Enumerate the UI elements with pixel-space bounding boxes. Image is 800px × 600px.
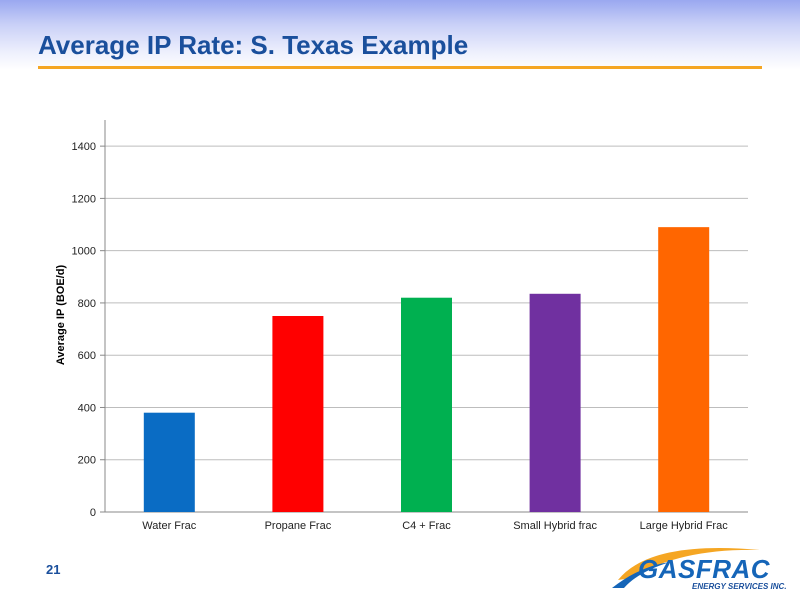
title-underline [38,66,762,69]
x-tick-label: Propane Frac [265,520,332,532]
logo-tagline: ENERGY SERVICES INC. [692,582,787,591]
y-tick-label: 200 [78,455,96,467]
page-number: 21 [46,562,61,577]
slide-title: Average IP Rate: S. Texas Example [38,30,469,60]
bars [143,227,710,512]
bar-propane-frac [272,316,324,512]
y-axis-label: Average IP (BOE/d) [55,265,67,366]
y-tick-label: 1200 [72,193,96,205]
tick-labels: 0 200 400 600 800 1000 1200 1400 Water Frac Propa… [72,141,729,532]
title-background [0,0,800,70]
x-tick-label: Large Hybrid Frac [640,520,729,532]
y-tick-label: 1400 [72,141,96,153]
swoosh-icon [612,548,760,588]
bar-small-hybrid-frac [529,293,581,512]
gasfrac-logo: GASFRAC ENERGY SERVICES INC. [610,544,792,596]
logo-wordmark: GASFRAC [638,554,771,584]
x-tick-label: Small Hybrid frac [513,520,597,532]
y-tick-label: 0 [90,507,96,519]
y-tick-label: 600 [78,350,96,362]
y-tick-label: 400 [78,402,96,414]
bar-large-hybrid-frac [658,227,710,512]
y-tick-label: 1000 [72,246,96,258]
bar-water-frac [143,412,195,512]
x-tick-label: C4 + Frac [402,520,451,532]
y-tick-label: 800 [78,298,96,310]
x-tick-label: Water Frac [142,520,196,532]
bar-c4-frac [401,297,452,512]
